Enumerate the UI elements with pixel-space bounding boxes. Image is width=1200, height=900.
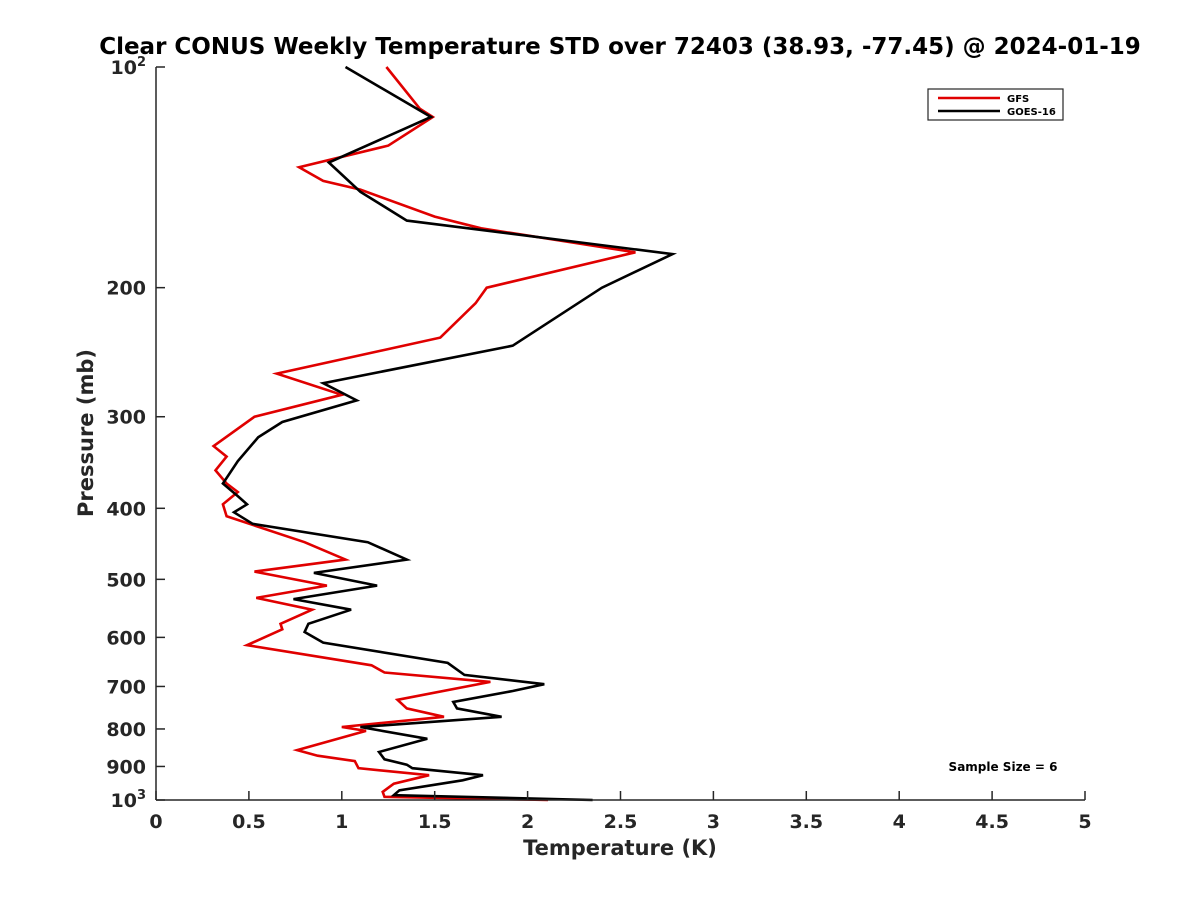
x-tick-label: 2.5	[604, 811, 638, 833]
y-tick-label: 900	[106, 756, 146, 778]
y-tick-label: 700	[106, 676, 146, 698]
legend-label: GOES-16	[1007, 107, 1056, 118]
y-tick-label: 400	[106, 498, 146, 520]
chart-title: Clear CONUS Weekly Temperature STD over …	[99, 34, 1141, 60]
y-tick-label-base: 500	[106, 569, 146, 591]
y-tick-label-base: 200	[106, 278, 146, 300]
y-tick-label-base: 10	[111, 790, 137, 812]
sample-size-annotation: Sample Size = 6	[949, 760, 1058, 774]
x-tick-label: 1	[335, 811, 348, 833]
y-tick-label-base: 800	[106, 719, 146, 741]
x-axis-ticks: 0 0.5 1 1.5 2 2.5 3 3.5 4 4.5 5	[149, 791, 1092, 833]
y-tick-label-base: 900	[106, 756, 146, 778]
x-tick-label: 2	[521, 811, 534, 833]
plot-lines	[211, 65, 678, 802]
legend-label: GFS	[1007, 94, 1029, 105]
series-line-0	[211, 66, 636, 802]
y-tick-label-exponent: 3	[137, 788, 146, 803]
x-tick-label: 5	[1078, 811, 1091, 833]
x-tick-label: 3.5	[789, 811, 823, 833]
legend: GFS GOES-16	[927, 88, 1064, 121]
x-tick-label: 4	[893, 811, 906, 833]
y-tick-label-base: 400	[106, 498, 146, 520]
y-tick-label: 103	[111, 788, 147, 812]
x-tick-label: 3	[707, 811, 720, 833]
y-tick-label: 102	[111, 55, 147, 79]
x-tick-label: 0.5	[232, 811, 266, 833]
y-tick-label-base: 600	[106, 627, 146, 649]
y-axis-label: Pressure (mb)	[74, 349, 98, 517]
y-tick-label: 800	[106, 719, 146, 741]
y-tick-label: 200	[106, 278, 146, 300]
x-tick-label: 0	[149, 811, 162, 833]
y-tick-label-base: 10	[111, 57, 137, 79]
y-tick-label: 300	[106, 407, 146, 429]
y-tick-label: 600	[106, 627, 146, 649]
y-tick-label-exponent: 2	[137, 55, 146, 70]
series-line-1	[221, 65, 678, 802]
legend-box	[927, 88, 1064, 121]
y-tick-label-base: 300	[106, 407, 146, 429]
y-tick-label: 500	[106, 569, 146, 591]
x-axis-label: Temperature (K)	[523, 836, 717, 860]
x-tick-label: 1.5	[418, 811, 452, 833]
y-tick-label-base: 700	[106, 676, 146, 698]
x-tick-label: 4.5	[975, 811, 1009, 833]
